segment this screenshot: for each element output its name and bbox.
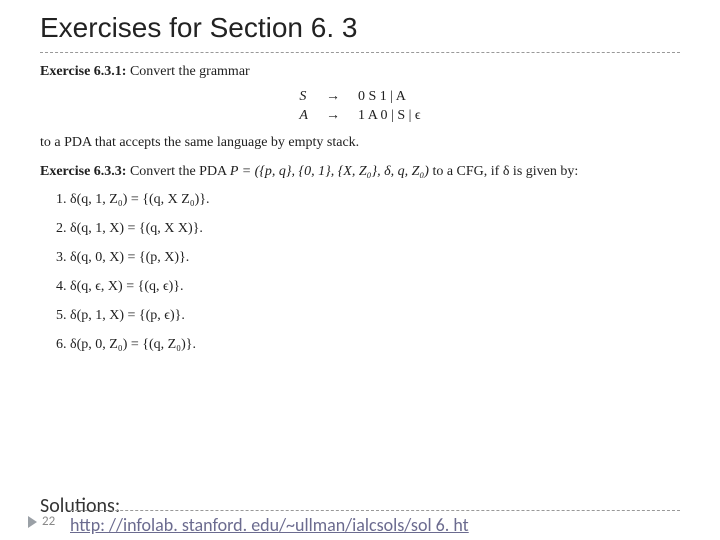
delta-item: δ(p, 1, X) = {(p, ϵ)}. [70, 307, 680, 326]
exercise-631-tail: to a PDA that accepts the same language … [40, 134, 680, 153]
solutions-link[interactable]: http: //infolab. stanford. edu/~ullman/i… [70, 514, 469, 536]
delta-list: δ(q, 1, Z₀) = {(q, X Z₀)}. δ(q, 1, X) = … [40, 191, 680, 354]
delta-item: δ(q, 1, Z₀) = {(q, X Z₀)}. [70, 191, 680, 210]
exercise-633-pda: P = ({p, q}, {0, 1}, {X, Z₀}, δ, q, Z₀) [230, 164, 429, 179]
footer-divider [70, 510, 680, 511]
grammar-row2-rhs: 1 A 0 | S | ϵ [358, 107, 421, 126]
solutions-link-tail[interactable]: ml#sol 63 [70, 536, 140, 540]
exercise-631-header: Exercise 6.3.1: Convert the grammar [40, 63, 680, 82]
exercise-631-text: Convert the grammar [130, 64, 250, 79]
grammar-row1-arrow: → [326, 88, 340, 107]
slide: Exercises for Section 6. 3 Exercise 6.3.… [0, 0, 720, 540]
grammar-row1-rhs: 0 S 1 | A [358, 88, 421, 107]
title-divider [40, 52, 680, 53]
delta-item: δ(q, ϵ, X) = {(q, ϵ)}. [70, 278, 680, 297]
page-title: Exercises for Section 6. 3 [40, 12, 680, 44]
delta-item: δ(p, 0, Z₀) = {(q, Z₀)}. [70, 336, 680, 355]
grammar-row2-arrow: → [326, 107, 340, 126]
footer: 22 http: //infolab. stanford. edu/~ullma… [28, 510, 680, 540]
exercise-633-text-b: to a CFG, if δ is given by: [432, 164, 578, 179]
exercise-633-header: Exercise 6.3.3: Convert the PDA P = ({p,… [40, 163, 680, 182]
exercise-631-label: Exercise 6.3.1: [40, 64, 126, 79]
exercise-633-text-a: Convert the PDA [130, 164, 230, 179]
grammar-row1-lhs: S [299, 88, 308, 107]
delta-item: δ(q, 1, X) = {(q, X X)}. [70, 220, 680, 239]
exercise-633-label: Exercise 6.3.3: [40, 164, 126, 179]
page-number: 22 [42, 514, 55, 529]
delta-item: δ(q, 0, X) = {(p, X)}. [70, 249, 680, 268]
grammar-block: S → 0 S 1 | A A → 1 A 0 | S | ϵ [40, 88, 680, 126]
bullet-icon [28, 516, 37, 528]
exercise-631: Exercise 6.3.1: Convert the grammar S → … [40, 63, 680, 355]
grammar-row2-lhs: A [299, 107, 308, 126]
